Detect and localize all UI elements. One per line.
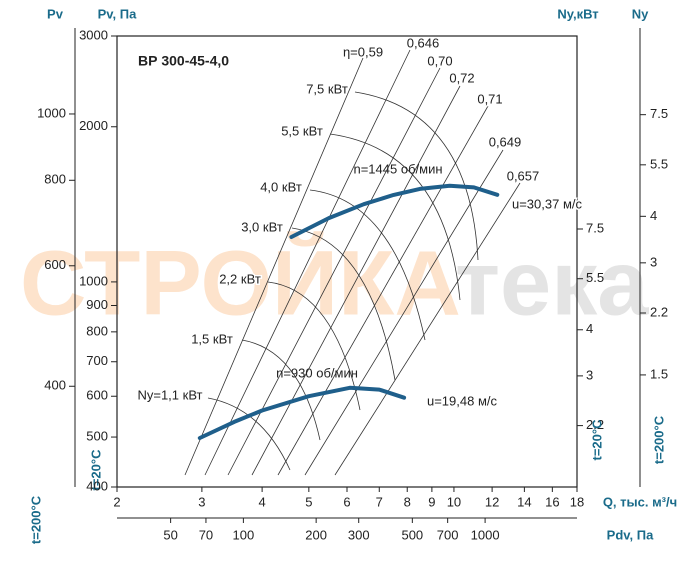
- efficiency-line: [184, 57, 364, 476]
- temperature-label: t=200°C: [28, 495, 43, 544]
- pdv-tick-label: 1000: [471, 527, 500, 542]
- pdv-tick-label: 500: [401, 527, 423, 542]
- y-tick-label: 600: [86, 388, 108, 403]
- y2-tick-label: 4: [650, 208, 657, 223]
- x-tick-label: 8: [404, 494, 411, 509]
- y2-tick-label: 5.5: [586, 270, 604, 285]
- y2-tick-label: 4: [586, 321, 593, 336]
- x-tick-label: 18: [570, 494, 584, 509]
- annotation: 4,0 кВт: [260, 179, 302, 194]
- y2-tick-label: 2.2: [586, 417, 604, 432]
- y-tick-label: 700: [86, 353, 108, 368]
- y2-tick-label: 5.5: [650, 156, 668, 171]
- annotation: 1,5 кВт: [191, 331, 233, 346]
- y2-tick-label: 3: [586, 367, 593, 382]
- y2-tick-label: 3: [650, 254, 657, 269]
- temperature-label: t=200°C: [651, 415, 666, 464]
- y-tick-label: 900: [86, 297, 108, 312]
- pdv-tick-label: 70: [199, 527, 213, 542]
- annotation: 3,0 кВт: [241, 219, 283, 234]
- x-tick-label: 14: [517, 494, 531, 509]
- y-axis-label: Pv, Па: [98, 6, 138, 21]
- axis-label: Ny,кВт: [557, 6, 598, 21]
- power-arc: [267, 281, 361, 411]
- annotation: u=19,48 м/с: [427, 393, 498, 408]
- curve: [197, 385, 407, 440]
- annotation: u=30,37 м/с: [512, 196, 583, 211]
- x-tick-label: 3: [198, 494, 205, 509]
- x-tick-label: 5: [305, 494, 312, 509]
- efficiency-line: [334, 182, 521, 476]
- pdv-tick-label: 50: [163, 527, 177, 542]
- y2-tick-label: 7.5: [586, 220, 604, 235]
- annotation: 0,657: [507, 168, 540, 183]
- y2-tick-label: 400: [44, 378, 66, 393]
- axis-label: Pv: [47, 6, 64, 21]
- x-tick-label: 16: [545, 494, 559, 509]
- pdv-tick-label: 100: [233, 527, 255, 542]
- background-lines: [184, 49, 521, 476]
- y-tick-label: 500: [86, 428, 108, 443]
- pdv-tick-label: 700: [437, 527, 459, 542]
- annotation: 7,5 кВт: [306, 81, 348, 96]
- efficiency-line: [204, 49, 411, 476]
- x-axis-label: Q, тыс. м³/ч: [603, 494, 677, 509]
- pdv-axis-label: Pdv, Па: [607, 527, 654, 542]
- power-arc: [291, 227, 396, 381]
- x-tick-label: 6: [343, 494, 350, 509]
- x-tick-label: 10: [447, 494, 461, 509]
- y2-tick-label: 7.5: [650, 106, 668, 121]
- axis-label: Ny: [632, 6, 649, 21]
- annotation: η=0,59: [343, 44, 383, 59]
- y-tick-label: 2000: [79, 118, 108, 133]
- power-arc: [329, 133, 461, 301]
- curve: [289, 183, 500, 239]
- x-tick-label: 9: [428, 494, 435, 509]
- power-arc: [309, 189, 426, 341]
- y-tick-label: 400: [86, 478, 108, 493]
- x-tick-label: 12: [485, 494, 499, 509]
- annotation: 0,646: [407, 35, 440, 50]
- efficiency-line: [227, 67, 441, 476]
- series-label: n=930 об/мин: [276, 365, 358, 380]
- temperature-label: t=20°C: [88, 449, 103, 491]
- y2-tick-label: 600: [44, 257, 66, 272]
- efficiency-line: [251, 85, 461, 476]
- y-tick-label: 800: [86, 323, 108, 338]
- y-tick-label: 3000: [79, 27, 108, 42]
- annotation: 0,71: [477, 91, 502, 106]
- annotation: Ny=1,1 кВт: [137, 387, 202, 402]
- annotation: 0,72: [449, 70, 474, 85]
- watermark-text: тека: [455, 232, 649, 334]
- y2-tick-label: 800: [44, 172, 66, 187]
- annotation: 0,70: [427, 53, 452, 68]
- annotation: 5,5 кВт: [281, 123, 323, 138]
- x-tick-label: 4: [258, 494, 265, 509]
- series-label: n=1445 об/мин: [353, 161, 442, 176]
- annotation: 0,649: [489, 134, 522, 149]
- temperature-label: t=20°C: [589, 419, 604, 461]
- y2-tick-label: 2.2: [650, 304, 668, 319]
- annotation: 2,2 кВт: [219, 271, 261, 286]
- chart-title: ВР 300-45-4,0: [138, 53, 229, 69]
- x-tick-label: 2: [113, 494, 120, 509]
- pdv-tick-label: 200: [305, 527, 327, 542]
- power-arc: [354, 91, 479, 261]
- x-tick-label: 7: [376, 494, 383, 509]
- power-arc: [207, 397, 291, 471]
- y2-tick-label: 1.5: [650, 366, 668, 381]
- power-arc: [241, 339, 321, 441]
- y-tick-label: 1000: [79, 273, 108, 288]
- pdv-tick-label: 300: [348, 527, 370, 542]
- y2-tick-label: 1000: [37, 105, 66, 120]
